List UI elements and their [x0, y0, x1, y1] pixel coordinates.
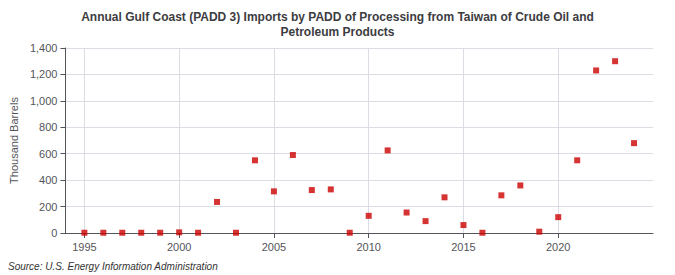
svg-text:1,000: 1,000 [30, 95, 58, 107]
svg-text:600: 600 [39, 148, 57, 160]
svg-text:200: 200 [39, 201, 57, 213]
svg-text:2020: 2020 [546, 241, 570, 253]
svg-text:Source: U.S. Energy Informatio: Source: U.S. Energy Information Administ… [8, 261, 218, 272]
svg-text:0: 0 [51, 227, 57, 239]
svg-text:1,400: 1,400 [30, 42, 58, 54]
svg-text:Petroleum Products: Petroleum Products [280, 25, 394, 39]
svg-text:Annual Gulf Coast (PADD 3) Imp: Annual Gulf Coast (PADD 3) Imports by PA… [81, 10, 594, 24]
svg-text:1995: 1995 [72, 241, 96, 253]
svg-text:2015: 2015 [451, 241, 475, 253]
svg-text:1,200: 1,200 [30, 68, 58, 80]
svg-text:800: 800 [39, 121, 57, 133]
svg-text:2010: 2010 [356, 241, 380, 253]
svg-text:Thousand Barrels: Thousand Barrels [8, 97, 20, 184]
svg-text:400: 400 [39, 174, 57, 186]
svg-text:2000: 2000 [167, 241, 191, 253]
svg-text:2005: 2005 [262, 241, 286, 253]
